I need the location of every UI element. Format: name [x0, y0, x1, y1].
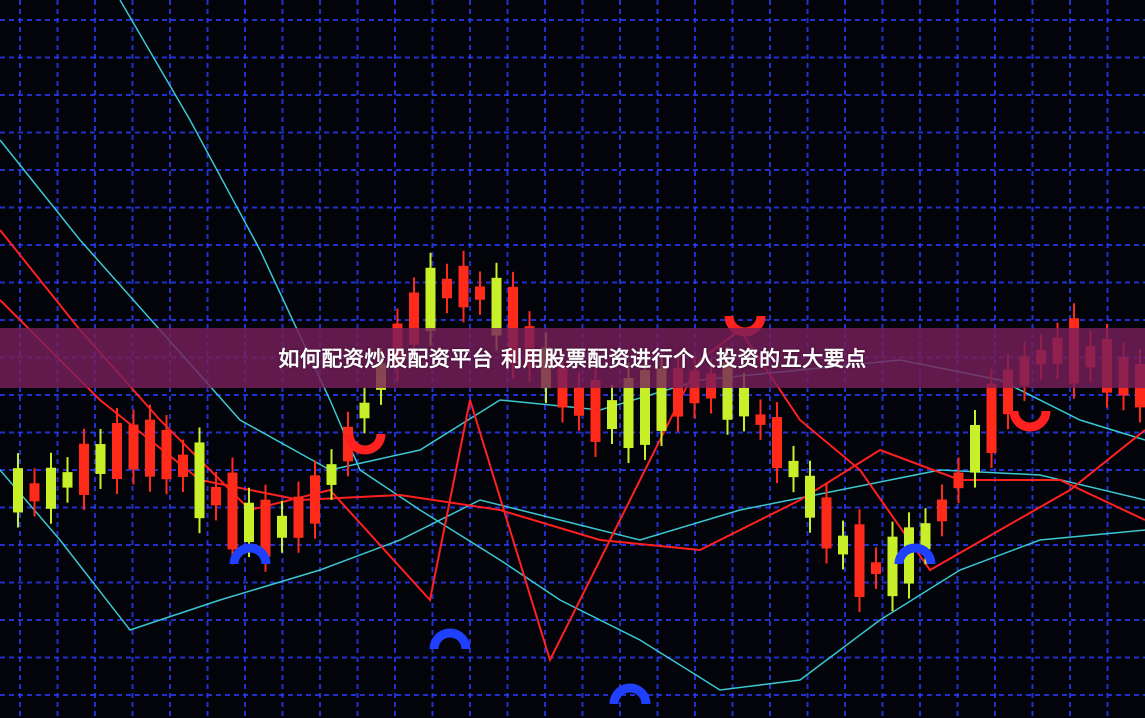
- indicator-line: [119, 0, 1145, 691]
- candle-body: [722, 361, 733, 420]
- candle-body: [739, 387, 749, 417]
- candle-body: [640, 370, 650, 445]
- candle-body: [574, 387, 584, 416]
- candle-body: [425, 267, 436, 331]
- candle-body: [970, 424, 980, 473]
- candle-body: [310, 475, 320, 524]
- candle-body: [673, 367, 683, 417]
- candle-body: [1003, 369, 1013, 415]
- candle-body: [128, 424, 139, 470]
- candle-body: [838, 535, 848, 555]
- article-title: 如何配资炒股配资平台 利用股票配资进行个人投资的五大要点: [278, 347, 867, 371]
- candle-body: [13, 468, 23, 513]
- candle-body: [178, 454, 188, 477]
- candle-body: [508, 286, 518, 364]
- candle-body: [145, 419, 155, 477]
- candle-body: [772, 417, 782, 469]
- blue-arc-marker: [894, 543, 936, 565]
- candle-body: [904, 527, 914, 584]
- candle-body: [194, 442, 205, 519]
- candle-body: [227, 472, 238, 550]
- candle-body: [293, 496, 304, 538]
- candle-body: [788, 460, 799, 478]
- candle-body: [656, 368, 667, 431]
- candle-body: [590, 379, 601, 442]
- candle-body: [112, 422, 122, 479]
- indicator-line: [0, 229, 1145, 663]
- candle-body: [871, 562, 881, 574]
- candle-body: [491, 277, 502, 336]
- candle-body: [29, 483, 40, 502]
- candle-body: [937, 499, 947, 522]
- blue-arc-marker: [609, 683, 651, 705]
- candle-body: [95, 444, 106, 474]
- candle-body: [986, 383, 997, 453]
- candle-body: [475, 286, 485, 300]
- candle-body: [409, 292, 419, 345]
- candle-body: [821, 497, 832, 549]
- candle-body: [920, 523, 931, 550]
- candle-body: [161, 429, 172, 480]
- title-banner: 如何配资炒股配资平台 利用股票配资进行个人投资的五大要点: [0, 328, 1145, 388]
- indicator-line: [0, 139, 1145, 471]
- candle-body: [607, 400, 617, 430]
- candle-body: [277, 515, 287, 538]
- candle-body: [211, 486, 221, 506]
- red-arc-marker: [1009, 410, 1051, 432]
- candle-body: [79, 443, 89, 495]
- candle-body: [46, 467, 56, 509]
- candle-body: [458, 265, 469, 308]
- candle-body: [623, 377, 634, 449]
- candle-body: [887, 536, 898, 597]
- candle-body: [260, 499, 271, 557]
- blue-arc-marker: [229, 543, 271, 565]
- candle-body: [442, 278, 452, 299]
- candle-body: [854, 524, 865, 598]
- red-arc-marker: [344, 433, 386, 455]
- candle-body: [244, 502, 254, 543]
- blue-arc-marker: [429, 628, 471, 650]
- indicator-line: [0, 469, 1145, 631]
- candle-body: [326, 464, 337, 485]
- candle-body: [755, 414, 766, 425]
- candle-body: [953, 472, 964, 489]
- candle-body: [359, 402, 370, 419]
- candle-body: [62, 472, 73, 488]
- candle-body: [805, 475, 815, 518]
